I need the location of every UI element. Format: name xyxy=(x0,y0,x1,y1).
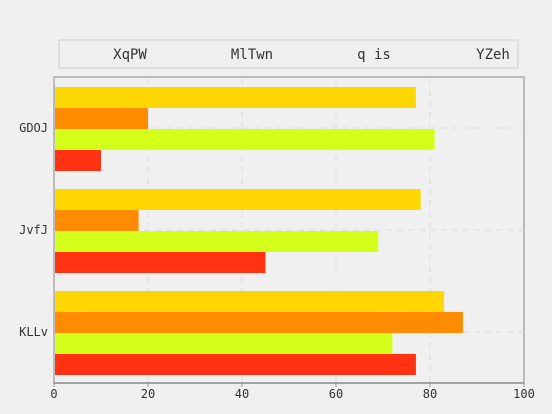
bar-GDOJ-1 xyxy=(55,108,148,129)
bar-GDOJ-0 xyxy=(55,87,416,108)
x-tick-label-5: 100 xyxy=(513,387,535,401)
bar-JvfJ-2 xyxy=(55,231,379,252)
category-label-2: KLLv xyxy=(19,325,48,339)
legend-label-3: YZeh xyxy=(476,47,510,63)
bar-JvfJ-0 xyxy=(55,189,421,210)
category-labels: GDOJ JvfJ KLLv xyxy=(19,121,48,339)
bar-GDOJ-2 xyxy=(55,129,435,150)
legend-label-0: XqPW xyxy=(113,47,147,63)
x-tick-label-1: 20 xyxy=(141,387,155,401)
bar-KLLv-2 xyxy=(55,333,393,354)
legend-box xyxy=(58,39,519,69)
x-tick-label-2: 40 xyxy=(235,387,249,401)
x-axis-ticks: 0 20 40 60 80 100 xyxy=(50,383,535,401)
x-tick-label-3: 60 xyxy=(329,387,343,401)
x-tick-label-4: 80 xyxy=(423,387,437,401)
bar-KLLv-1 xyxy=(55,312,463,333)
x-tick-label-0: 0 xyxy=(50,387,57,401)
bar-KLLv-0 xyxy=(55,291,445,312)
bar-JvfJ-3 xyxy=(55,252,266,273)
legend-label-2: q is xyxy=(357,47,391,63)
category-label-1: JvfJ xyxy=(19,223,48,237)
bars xyxy=(55,87,463,375)
bar-GDOJ-3 xyxy=(55,150,101,171)
bar-JvfJ-1 xyxy=(55,210,139,231)
legend: XqPW MlTwn q is YZeh xyxy=(113,47,510,63)
category-label-0: GDOJ xyxy=(19,121,48,135)
legend-label-1: MlTwn xyxy=(231,47,273,63)
bar-KLLv-3 xyxy=(55,354,416,375)
